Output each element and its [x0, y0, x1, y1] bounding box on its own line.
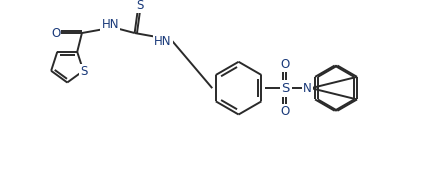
Text: HN: HN	[102, 18, 119, 31]
Text: O: O	[280, 58, 289, 71]
Text: N: N	[303, 82, 312, 95]
Text: O: O	[51, 27, 60, 40]
Text: S: S	[81, 65, 88, 78]
Text: O: O	[280, 105, 289, 118]
Text: S: S	[282, 82, 290, 95]
Text: HN: HN	[154, 35, 172, 48]
Text: S: S	[137, 0, 144, 12]
